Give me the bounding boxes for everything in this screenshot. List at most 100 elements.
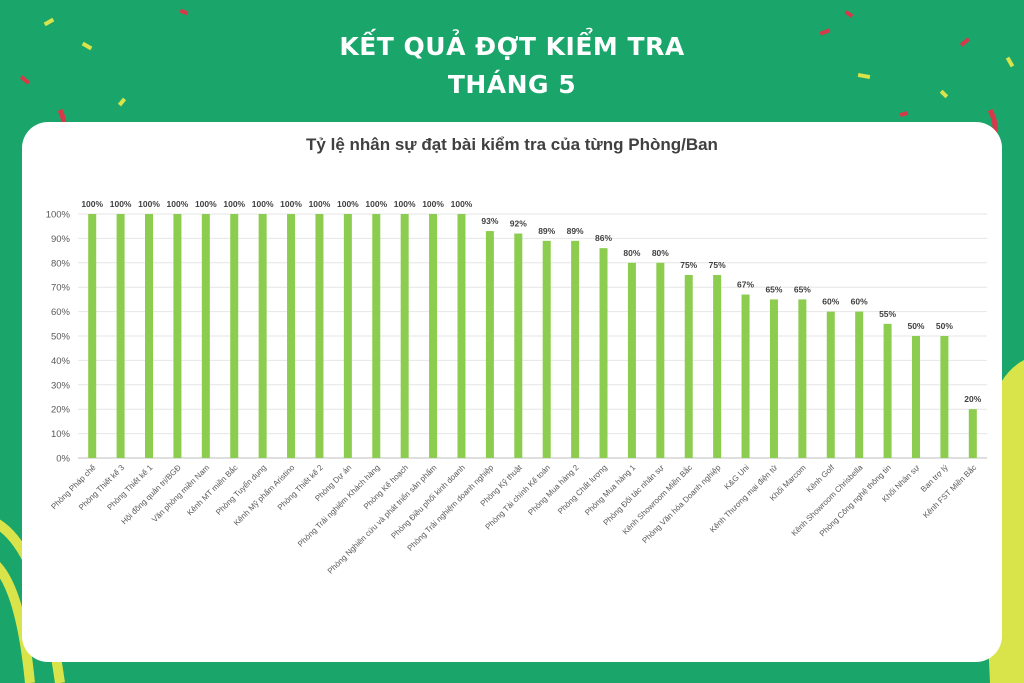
data-label: 60% — [822, 297, 839, 307]
y-tick-label: 0% — [56, 454, 70, 465]
confetti-piece — [899, 111, 909, 117]
bar — [343, 214, 352, 458]
y-tick-label: 40% — [51, 356, 71, 367]
y-tick-label: 90% — [51, 234, 71, 245]
data-label: 67% — [737, 280, 754, 290]
data-label: 80% — [623, 248, 640, 258]
confetti-piece — [1005, 56, 1015, 68]
category-label: Kênh FST Miền Bắc — [921, 463, 978, 520]
data-label: 100% — [280, 199, 302, 209]
bar — [968, 409, 977, 458]
bar — [429, 214, 438, 458]
bar — [372, 214, 381, 458]
category-label: K&G Uni — [723, 463, 752, 492]
confetti-piece — [179, 8, 189, 16]
bar — [627, 262, 636, 458]
data-label: 50% — [907, 321, 924, 331]
bar — [798, 299, 807, 458]
bar — [145, 214, 154, 458]
title-line-1: KẾT QUẢ ĐỢT KIỂM TRA — [339, 32, 685, 61]
y-tick-label: 10% — [51, 429, 71, 440]
data-label: 100% — [252, 199, 274, 209]
bar — [116, 214, 125, 458]
bar — [713, 275, 722, 458]
data-label: 93% — [481, 216, 498, 226]
chart-title: Tỷ lệ nhân sự đạt bài kiểm tra của từng … — [306, 135, 718, 154]
bar — [457, 214, 466, 458]
confetti-piece — [117, 97, 127, 107]
bar — [514, 233, 523, 458]
y-tick-label: 80% — [51, 258, 71, 269]
confetti-piece — [19, 75, 31, 85]
data-label: 100% — [195, 199, 217, 209]
data-label: 80% — [652, 248, 669, 258]
title-line-2: THÁNG 5 — [447, 70, 577, 99]
bar — [258, 214, 267, 458]
bar — [911, 336, 920, 458]
yellow-arc-decoration — [0, 562, 35, 683]
bar — [88, 214, 97, 458]
y-tick-label: 60% — [51, 307, 71, 318]
confetti-piece — [939, 89, 949, 99]
bar — [287, 214, 296, 458]
bar — [656, 262, 665, 458]
data-label: 75% — [680, 260, 697, 270]
bar — [485, 231, 494, 458]
data-label: 89% — [567, 226, 584, 236]
y-tick-label: 20% — [51, 405, 71, 416]
bar — [684, 275, 693, 458]
bar — [826, 311, 835, 458]
data-label: 55% — [879, 309, 896, 319]
data-label: 100% — [365, 199, 387, 209]
bar — [315, 214, 324, 458]
bar — [542, 240, 551, 458]
confetti-piece — [819, 28, 831, 36]
category-label: Phòng Tuyển dụng — [214, 463, 268, 517]
y-tick-label: 100% — [46, 210, 71, 221]
bar — [940, 336, 949, 458]
category-label: Kênh MT miền Bắc — [185, 463, 239, 517]
bar — [599, 248, 608, 458]
bar — [741, 294, 750, 458]
data-label: 65% — [794, 284, 811, 294]
data-label: 100% — [394, 199, 416, 209]
data-label: 86% — [595, 233, 612, 243]
bar — [855, 311, 864, 458]
data-label: 100% — [337, 199, 359, 209]
data-label: 92% — [510, 219, 527, 229]
confetti-piece — [959, 37, 971, 47]
data-label: 100% — [309, 199, 331, 209]
bar — [400, 214, 409, 458]
data-label: 100% — [422, 199, 444, 209]
data-label: 100% — [167, 199, 189, 209]
bar — [173, 214, 182, 458]
page-title: KẾT QUẢ ĐỢT KIỂM TRA THÁNG 5 — [0, 28, 1024, 104]
data-label: 100% — [110, 199, 132, 209]
data-label: 100% — [451, 199, 473, 209]
category-label: Phòng Mua hàng 1 — [583, 463, 638, 518]
confetti-piece — [81, 41, 93, 51]
bar — [769, 299, 778, 458]
data-label: 89% — [538, 226, 555, 236]
confetti-piece — [43, 17, 55, 27]
data-label: 50% — [936, 321, 953, 331]
chart-card: Tỷ lệ nhân sự đạt bài kiểm tra của từng … — [22, 122, 1002, 662]
y-tick-label: 70% — [51, 283, 71, 294]
data-label: 65% — [765, 284, 782, 294]
y-tick-label: 30% — [51, 380, 71, 391]
data-label: 100% — [223, 199, 245, 209]
bar-chart: Tỷ lệ nhân sự đạt bài kiểm tra của từng … — [46, 135, 987, 576]
data-label: 75% — [709, 260, 726, 270]
confetti-piece — [857, 72, 871, 80]
category-label: Phòng Mua hàng 2 — [526, 463, 581, 518]
y-tick-label: 50% — [51, 332, 71, 343]
bar — [571, 240, 580, 458]
confetti-piece — [844, 10, 854, 18]
category-label: Phòng Chất lượng — [556, 463, 609, 516]
data-label: 100% — [138, 199, 160, 209]
data-label: 20% — [964, 394, 981, 404]
bar — [230, 214, 239, 458]
data-label: 60% — [851, 297, 868, 307]
bar — [883, 323, 892, 458]
bar — [201, 214, 210, 458]
